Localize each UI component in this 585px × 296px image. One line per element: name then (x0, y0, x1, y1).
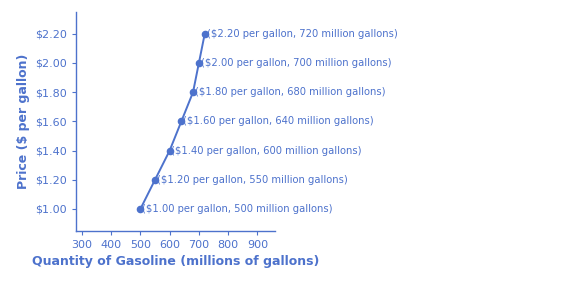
Text: ($1.20 per gallon, 550 million gallons): ($1.20 per gallon, 550 million gallons) (157, 175, 347, 185)
Y-axis label: Price ($ per gallon): Price ($ per gallon) (16, 54, 30, 189)
Text: ($1.00 per gallon, 500 million gallons): ($1.00 per gallon, 500 million gallons) (142, 204, 333, 214)
Text: ($1.80 per gallon, 680 million gallons): ($1.80 per gallon, 680 million gallons) (195, 87, 386, 97)
Text: ($2.20 per gallon, 720 million gallons): ($2.20 per gallon, 720 million gallons) (207, 29, 397, 39)
Point (165, 148, 174, 153)
Point (194, 61, 204, 65)
Point (136, 207, 145, 211)
Point (200, 31, 209, 36)
Point (177, 119, 186, 124)
Text: ($2.00 per gallon, 700 million gallons): ($2.00 per gallon, 700 million gallons) (201, 58, 391, 68)
Point (150, 177, 160, 182)
X-axis label: Quantity of Gasoline (millions of gallons): Quantity of Gasoline (millions of gallon… (32, 255, 319, 268)
Text: ($1.40 per gallon, 600 million gallons): ($1.40 per gallon, 600 million gallons) (171, 146, 362, 156)
Text: ($1.60 per gallon, 640 million gallons): ($1.60 per gallon, 640 million gallons) (183, 116, 374, 126)
Point (188, 90, 198, 94)
